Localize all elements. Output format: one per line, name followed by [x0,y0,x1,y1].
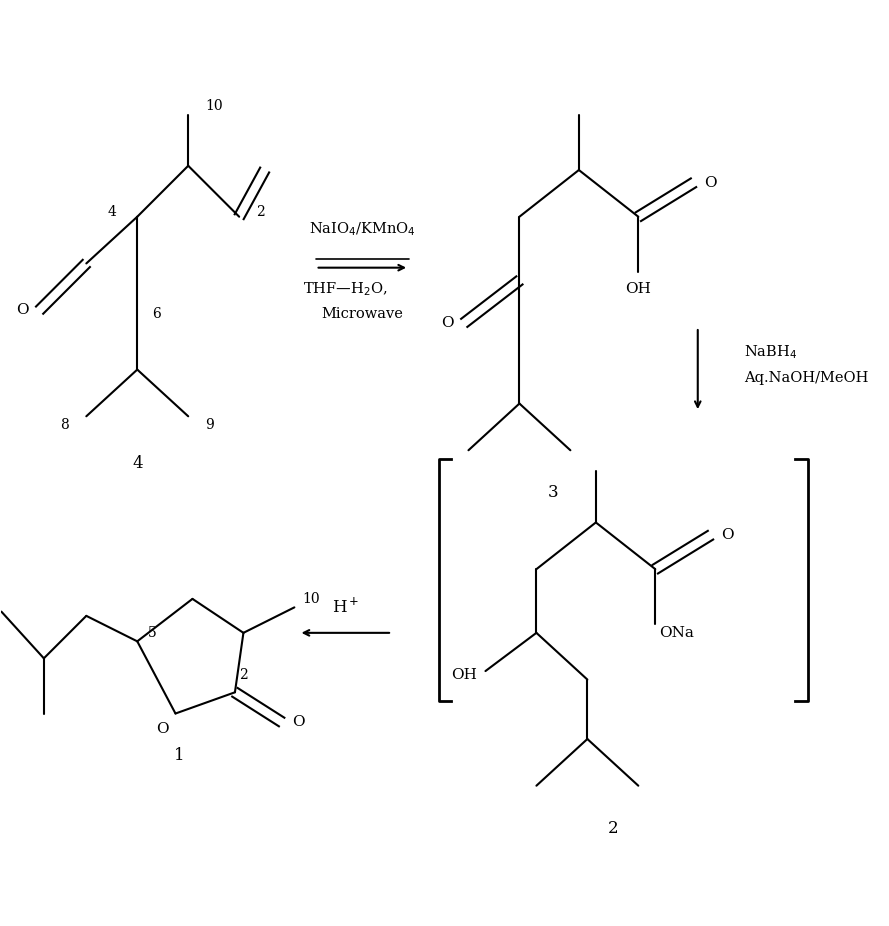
Text: 10: 10 [205,99,223,113]
Text: 2: 2 [607,820,618,837]
Text: H$^+$: H$^+$ [332,597,359,617]
Text: ONa: ONa [659,626,694,640]
Text: O: O [16,303,29,317]
Text: Aq.NaOH/MeOH: Aq.NaOH/MeOH [744,371,869,385]
Text: 2: 2 [256,206,265,219]
Text: 2: 2 [239,669,248,682]
Text: NaIO$_4$/KMnO$_4$: NaIO$_4$/KMnO$_4$ [309,220,416,238]
Text: 8: 8 [60,418,69,432]
Text: Microwave: Microwave [322,307,404,321]
Text: OH: OH [625,282,652,296]
Text: 4: 4 [132,455,142,471]
Text: O: O [721,528,733,543]
Text: 1: 1 [174,747,185,765]
Text: O: O [292,715,305,729]
Text: O: O [156,721,169,736]
Text: THF—H$_2$O,: THF—H$_2$O, [303,280,388,298]
Text: 3: 3 [549,484,558,501]
Text: 10: 10 [302,592,320,606]
Text: 9: 9 [205,418,214,432]
Text: O: O [704,176,717,190]
Text: NaBH$_4$: NaBH$_4$ [744,344,797,361]
Text: O: O [441,316,453,330]
Text: 4: 4 [108,206,116,219]
Text: OH: OH [452,669,477,682]
Text: 6: 6 [153,307,161,321]
Text: 5: 5 [148,626,157,640]
